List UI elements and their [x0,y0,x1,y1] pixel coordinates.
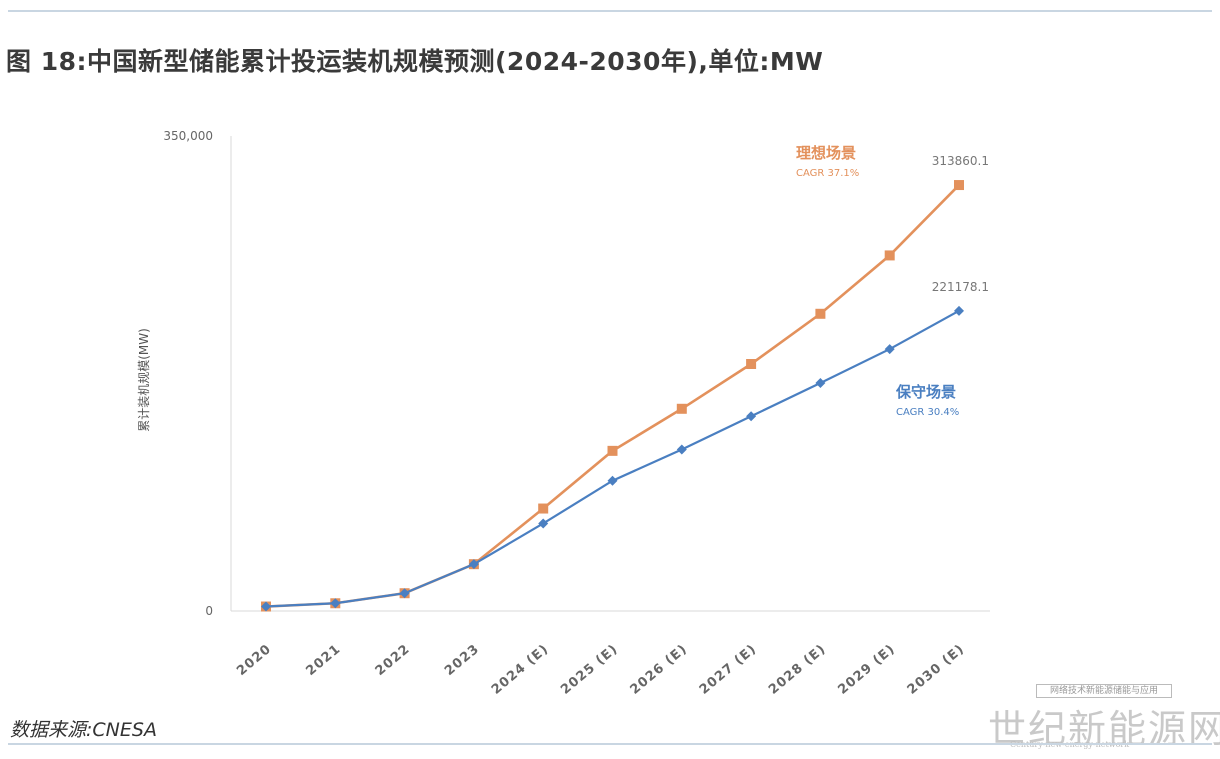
y-axis-label: 累计装机规模(MW) [136,328,151,432]
series-line-conservative [265,309,960,608]
data-point-diamond [676,444,687,455]
ideal-scenario-label: 理想场景 [796,144,856,162]
y-tick-label-max: 350,000 [163,129,213,143]
x-tick-labels: 2020 2021 2022 2023 2024 (E) 2025 (E) 2026 (E)… [234,642,967,698]
x-tick-label: 2029 (E) [835,642,898,698]
data-point-diamond [261,601,271,612]
conservative-end-value-label: 221178.1 [932,280,989,294]
watermark-small-text: 网络技术新能源储能与应用 [1036,684,1172,698]
figure-title: 图 18:中国新型储能累计投运装机规模预测(2024-2030年),单位:MW [6,47,824,76]
data-point-square [815,308,826,319]
data-point-square [884,250,895,261]
x-tick-label: 2026 (E) [628,642,691,698]
x-tick-label: 2021 [303,642,343,679]
data-point-square [954,180,964,191]
x-tick-label: 2020 [234,642,274,679]
conservative-scenario-cagr: CAGR 30.4% [896,407,959,418]
top-rule [8,10,1212,12]
y-tick-label-min: 0 [205,604,213,618]
series-line-ideal [265,184,960,608]
x-tick-label: 2024 (E) [489,642,552,698]
data-point-diamond [399,588,410,599]
data-point-square [746,359,757,369]
data-point-diamond [815,378,826,388]
x-tick-label: 2022 [373,642,413,679]
data-point-diamond [954,305,964,316]
x-tick-label: 2025 (E) [558,642,621,698]
data-point-diamond [330,598,341,609]
data-point-diamond [884,344,895,355]
data-point-diamond [538,518,549,529]
data-source: 数据来源:CNESA [10,719,157,741]
data-point-diamond [468,559,479,570]
data-point-square [538,503,549,514]
bottom-rule [8,743,1212,745]
x-tick-label: 2023 [442,642,482,679]
conservative-scenario-label: 保守场景 [895,383,956,401]
data-point-square [676,403,687,414]
data-point-diamond [607,475,618,486]
x-tick-label: 2027 (E) [697,642,760,698]
series-layer [261,180,964,612]
data-point-diamond [746,411,757,422]
x-tick-label: 2030 (E) [905,642,968,698]
ideal-end-value-label: 313860.1 [932,154,989,168]
data-point-square [607,445,618,456]
x-tick-label: 2028 (E) [766,642,829,698]
ideal-scenario-cagr: CAGR 37.1% [796,168,859,179]
